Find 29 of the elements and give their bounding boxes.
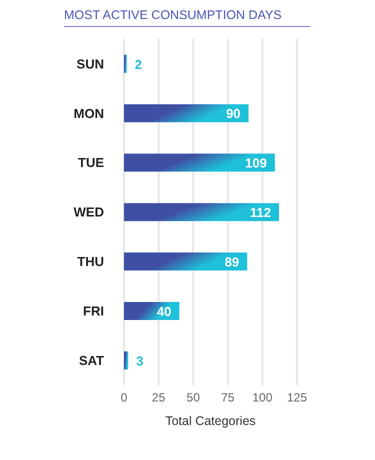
y-tick-label: WED [74,204,104,220]
bar [124,154,275,172]
x-tick-label: 125 [286,390,308,405]
x-tick-label: 0 [120,390,128,405]
bar [124,351,128,370]
x-tick-label: 100 [252,390,273,405]
data-label: 89 [224,254,240,270]
data-label: 109 [245,156,267,171]
chart-title: MOST ACTIVE CONSUMPTION DAYS [64,8,310,27]
y-tick-label: THU [77,254,104,270]
bar [124,104,249,122]
y-tick-label: SAT [78,352,104,368]
bar [124,203,280,222]
y-tick-label: SUN [76,56,104,72]
data-label: 90 [226,106,241,122]
y-tick-label: TUE [78,155,104,170]
x-tick-label: 50 [186,390,200,405]
data-label: 40 [156,304,172,319]
y-tick-label: MON [74,106,104,121]
data-label: 2 [134,56,142,72]
data-label: 112 [250,205,272,220]
x-tick-label: 75 [221,390,235,405]
x-axis-title: Total Categories [165,414,256,428]
data-label: 3 [136,353,144,368]
bar [124,252,248,271]
y-tick-label: FRI [83,303,104,318]
bar [124,302,180,320]
bar [124,54,127,73]
x-tick-label: 25 [152,390,166,405]
